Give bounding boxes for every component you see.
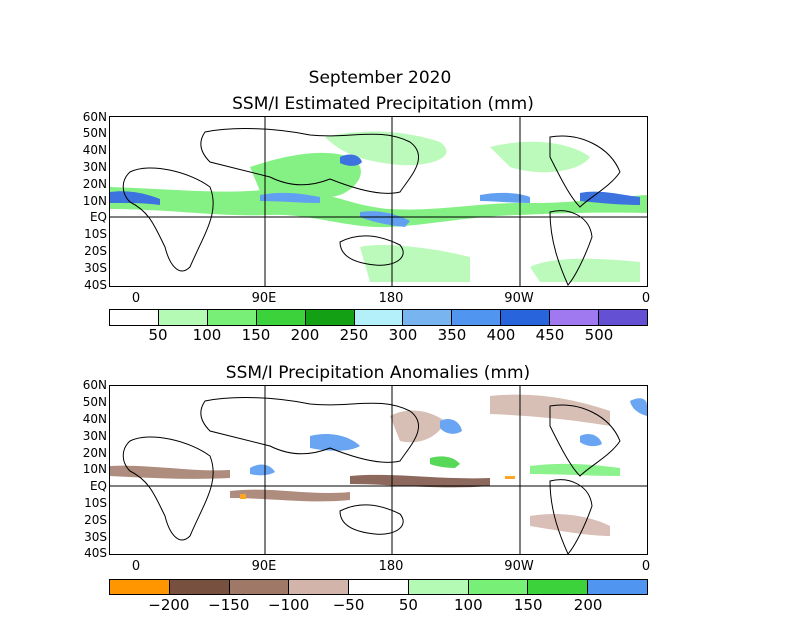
precip-colorbar-label: 450 [535, 326, 565, 344]
p2-lat-20s: 20S [84, 513, 107, 527]
p1-lat-10s: 10S [84, 227, 107, 241]
p1-lat-30n: 30N [82, 160, 107, 174]
p1-lat-40s: 40S [84, 278, 107, 292]
anomaly-colorbar-label: −100 [268, 596, 310, 614]
p1-lat-60n: 60N [82, 110, 107, 124]
p1-lon-90e: 90E [251, 291, 277, 306]
precip-colorbar-label: 400 [486, 326, 516, 344]
anomaly-colorbar-swatch [468, 580, 529, 594]
anomaly-colorbar-label: 150 [513, 596, 543, 614]
p1-lat-eq: EQ [89, 210, 107, 224]
figure-title: September 2020 [308, 68, 452, 88]
p2-lat-eq: EQ [89, 479, 107, 493]
p1-lat-10n: 10N [82, 194, 107, 208]
precip-colorbar-swatch [354, 310, 404, 325]
panel1-title: SSM/I Estimated Precipitation (mm) [232, 94, 534, 114]
anomaly-map [109, 385, 648, 555]
p2-lon-0: 0 [131, 559, 141, 574]
anomaly-colorbar [109, 579, 648, 595]
precip-colorbar-label: 50 [148, 326, 168, 344]
precipitation-map [109, 116, 648, 287]
p2-lon-180: 180 [378, 559, 404, 574]
p2-lat-40n: 40N [82, 412, 107, 426]
precip-colorbar-label: 100 [192, 326, 222, 344]
p2-lat-40s: 40S [84, 546, 107, 560]
p2-lat-30s: 30S [84, 530, 107, 544]
precip-colorbar-label: 150 [241, 326, 271, 344]
p2-lat-50n: 50N [82, 395, 107, 409]
anomaly-colorbar-label: 100 [454, 596, 483, 614]
p2-lat-30n: 30N [82, 429, 107, 443]
anomaly-colorbar-swatch [110, 580, 170, 594]
precip-colorbar-label: 300 [388, 326, 418, 344]
p2-lat-20n: 20N [82, 446, 107, 460]
precip-colorbar-swatch [110, 310, 159, 325]
precip-colorbar-label: 500 [584, 326, 614, 344]
anomaly-colorbar-swatch [588, 580, 648, 594]
p2-lon-0-right: 0 [641, 559, 651, 574]
panel2-title: SSM/I Precipitation Anomalies (mm) [225, 363, 531, 383]
precip-colorbar-swatch [403, 310, 453, 325]
p1-lon-0: 0 [131, 291, 141, 306]
p1-lat-20n: 20N [82, 177, 107, 191]
p2-lat-10s: 10S [84, 496, 107, 510]
p1-lon-0-right: 0 [641, 291, 651, 306]
p2-lat-10n: 10N [82, 462, 107, 476]
precipitation-map-graphic [110, 117, 647, 286]
anomaly-colorbar-label: −50 [332, 596, 365, 614]
p1-lon-180: 180 [378, 291, 404, 306]
anomaly-colorbar-swatch [169, 580, 230, 594]
p2-lat-60n: 60N [82, 378, 107, 392]
anomaly-colorbar-swatch [349, 580, 409, 594]
p1-lon-90w: 90W [504, 291, 534, 306]
precip-colorbar-swatch [452, 310, 502, 325]
precip-colorbar-label: 350 [437, 326, 467, 344]
anomaly-colorbar-label: −200 [148, 596, 190, 614]
precip-colorbar-swatch [207, 310, 257, 325]
precip-colorbar-swatch [550, 310, 600, 325]
anomaly-colorbar-label: −150 [208, 596, 250, 614]
precip-colorbar-label: 250 [339, 326, 369, 344]
anomaly-colorbar-label: 200 [573, 596, 603, 614]
anomaly-colorbar-label: 50 [398, 596, 418, 614]
anomaly-colorbar-swatch [528, 580, 589, 594]
p2-lon-90w: 90W [504, 559, 534, 574]
precip-colorbar-label: 200 [290, 326, 320, 344]
p1-lat-40n: 40N [82, 143, 107, 157]
anomaly-colorbar-swatch [289, 580, 350, 594]
precip-colorbar-swatch [158, 310, 208, 325]
anomaly-colorbar-swatch [229, 580, 290, 594]
precip-colorbar-swatch [599, 310, 647, 325]
p1-lat-50n: 50N [82, 126, 107, 140]
precip-colorbar-swatch [305, 310, 355, 325]
precipitation-colorbar [109, 309, 648, 326]
anomaly-map-graphic [110, 386, 647, 554]
p1-lat-30s: 30S [84, 261, 107, 275]
precip-colorbar-swatch [256, 310, 306, 325]
anomaly-colorbar-swatch [408, 580, 469, 594]
p2-lon-90e: 90E [251, 559, 277, 574]
precip-colorbar-swatch [501, 310, 551, 325]
p1-lat-20s: 20S [84, 244, 107, 258]
